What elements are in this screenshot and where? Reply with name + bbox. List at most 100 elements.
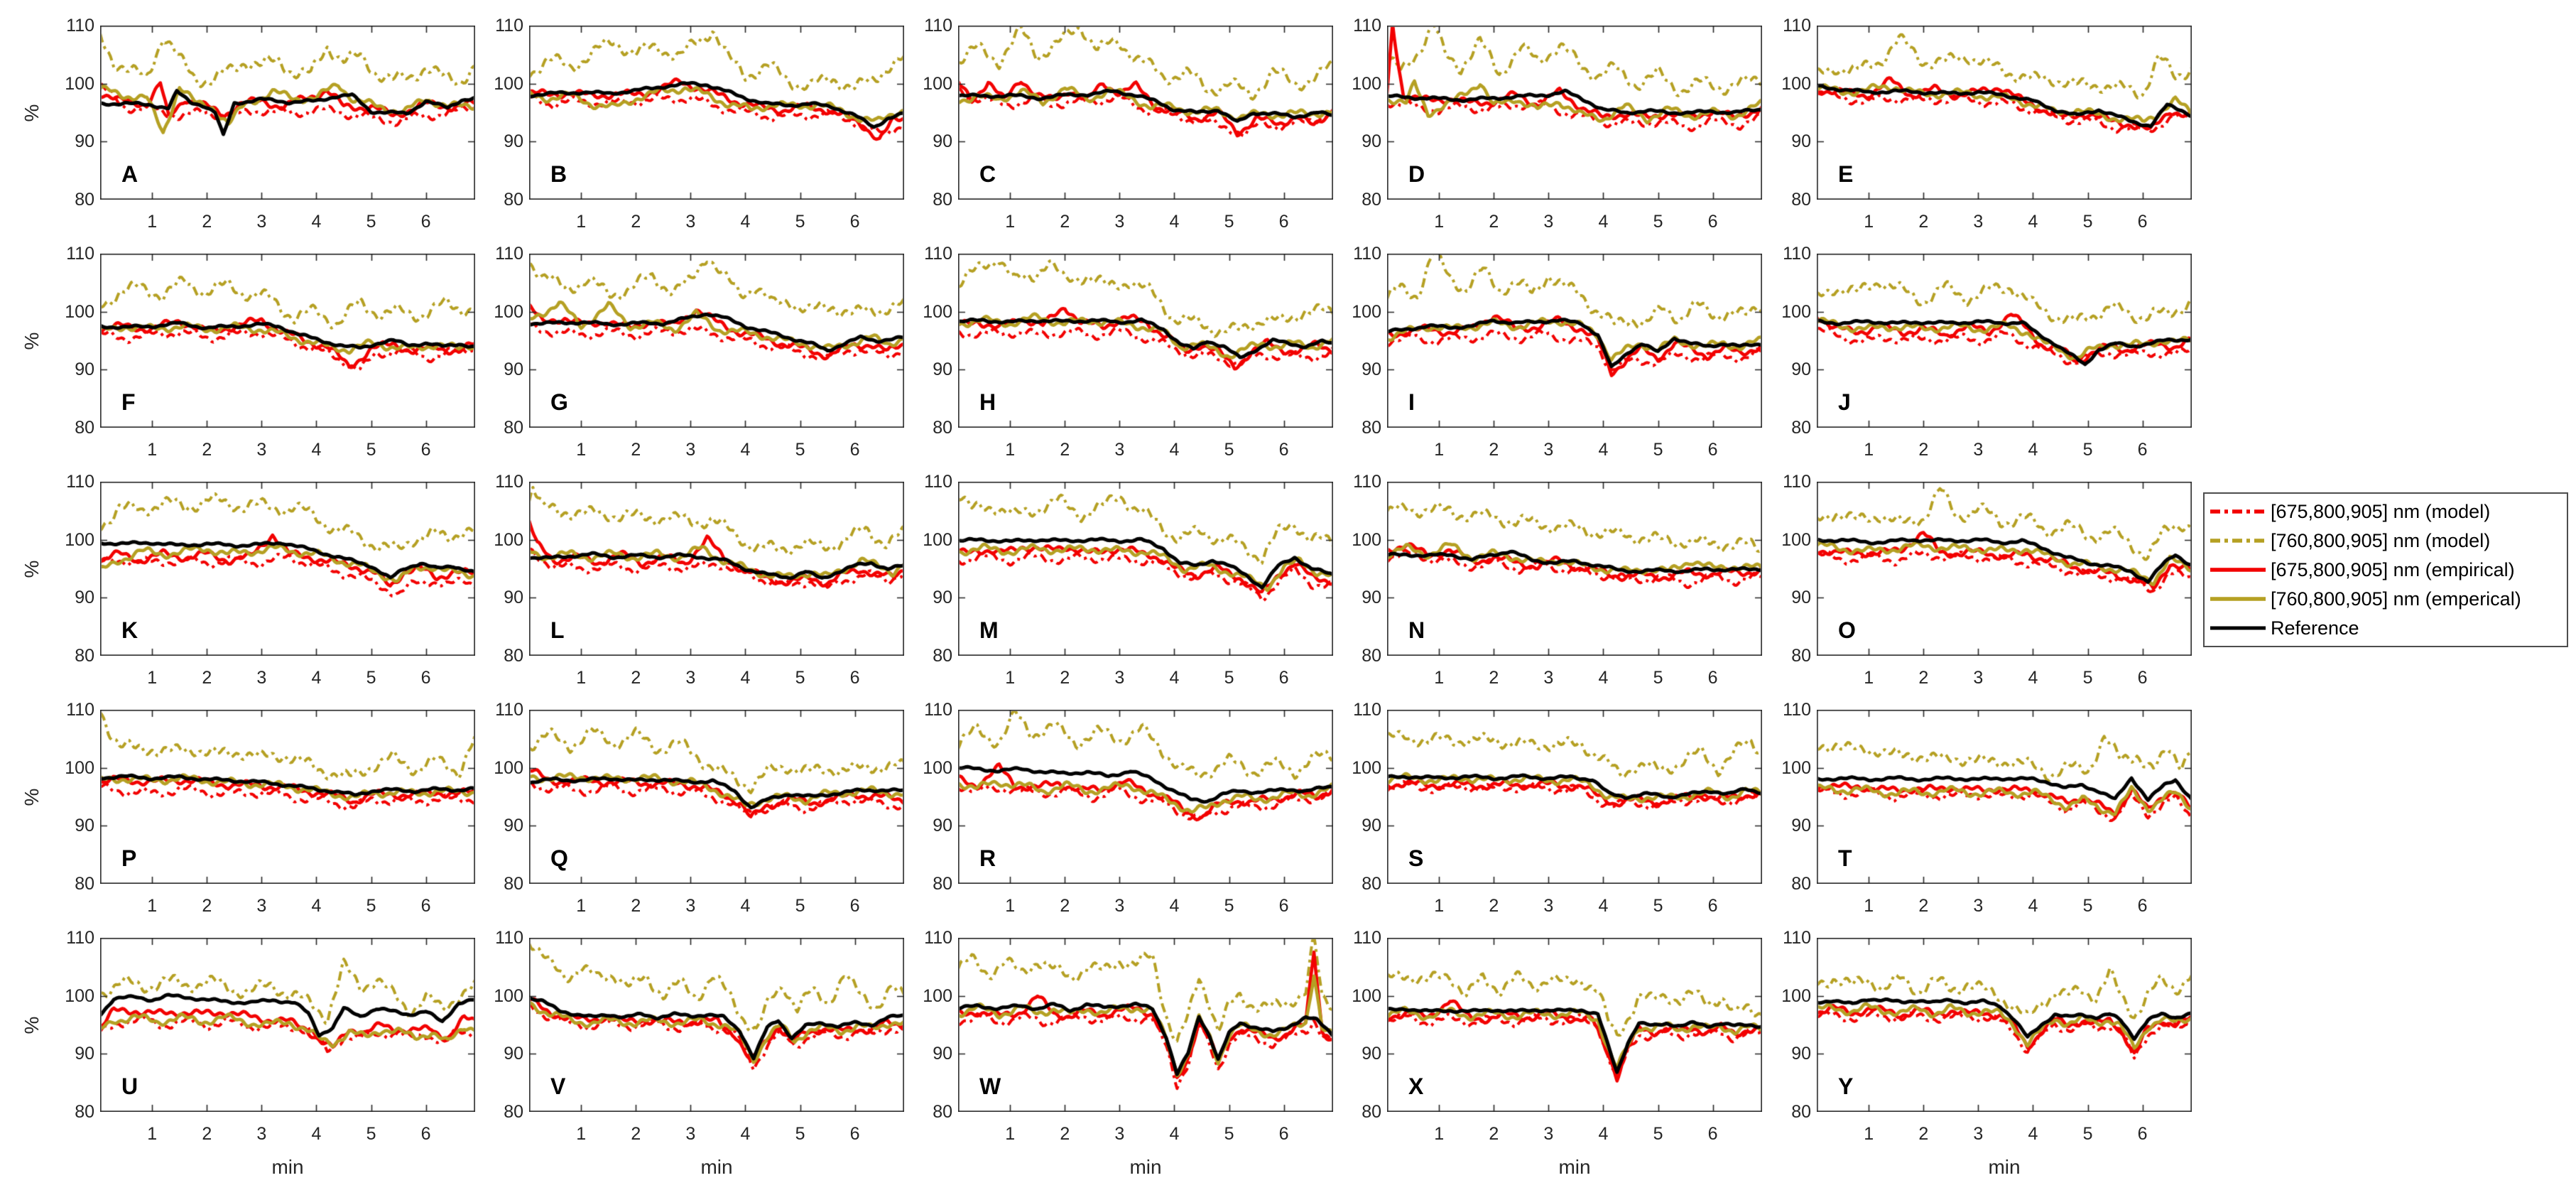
chart-panel-J [1817,254,2192,428]
x-tick-label: 1 [1434,668,1445,688]
chart-panel-G [529,254,904,428]
y-tick-label: 100 [1352,757,1381,778]
x-tick-label: 5 [366,1124,376,1144]
x-tick-label: 5 [2082,1124,2093,1144]
y-axis-label: % [21,788,43,806]
x-axis-label: min [700,1156,733,1178]
x-tick-label: 3 [1114,896,1125,916]
x-tick-label: 2 [1489,440,1499,460]
y-tick-label: 100 [1781,73,1811,94]
chart-panel-Q [529,710,904,884]
x-axis-label: min [271,1156,304,1178]
y-tick-label: 90 [1791,131,1811,152]
legend-label: [760,800,905] nm (emperical) [2271,588,2521,610]
x-tick-label: 1 [1864,1124,1874,1144]
y-tick-label: 110 [495,928,523,948]
y-tick-label: 80 [1791,646,1811,666]
y-tick-label: 90 [1791,359,1811,380]
x-tick-label: 5 [1224,1124,1234,1144]
legend-line-sample-solid [2210,597,2266,601]
panel-letter-F: F [121,389,136,415]
y-tick-label: 100 [494,757,523,778]
x-tick-label: 3 [256,896,267,916]
chart-panel-R [958,710,1333,884]
chart-panel-C [958,26,1333,200]
y-tick-label: 100 [1781,529,1811,550]
y-tick-label: 80 [75,418,94,438]
x-tick-label: 3 [1973,440,1984,460]
y-tick-label: 80 [1362,646,1381,666]
x-tick-label: 2 [631,668,641,688]
x-tick-label: 5 [795,668,805,688]
y-tick-label: 80 [75,646,94,666]
x-tick-label: 4 [1169,1124,1180,1144]
legend: [675,800,905] nm (model) [760,800,905] nm… [2203,492,2568,647]
x-tick-label: 2 [631,1124,641,1144]
y-tick-label: 100 [1352,529,1381,550]
y-tick-label: 110 [1353,928,1381,948]
y-tick-label: 110 [495,16,523,36]
x-tick-label: 4 [311,1124,322,1144]
y-tick-label: 110 [1783,472,1811,492]
panel-letter-R: R [979,845,996,871]
y-axis-label: % [21,560,43,578]
chart-panel-L [529,482,904,656]
x-tick-label: 2 [1489,212,1499,232]
panel-letter-Q: Q [550,845,568,871]
y-tick-label: 80 [1362,418,1381,438]
y-tick-label: 100 [923,73,952,94]
x-tick-label: 2 [1918,440,1929,460]
x-tick-label: 5 [1653,212,1663,232]
x-tick-label: 5 [2082,440,2093,460]
x-tick-label: 2 [631,896,641,916]
y-tick-label: 90 [75,816,94,836]
x-tick-label: 3 [685,668,696,688]
panel-letter-M: M [979,617,999,643]
x-tick-label: 4 [740,668,751,688]
x-tick-label: 1 [1005,1124,1016,1144]
x-tick-label: 4 [311,440,322,460]
y-tick-label: 110 [66,244,94,264]
x-tick-label: 1 [147,440,158,460]
y-tick-label: 80 [75,1102,94,1122]
y-tick-label: 90 [1362,1044,1381,1064]
x-tick-label: 5 [795,896,805,916]
x-tick-label: 5 [1224,896,1234,916]
y-tick-label: 90 [75,1044,94,1064]
x-tick-label: 5 [366,668,376,688]
x-tick-label: 6 [1707,212,1718,232]
panel-letter-N: N [1408,617,1425,643]
y-tick-label: 80 [1791,1102,1811,1122]
x-tick-label: 6 [1278,668,1289,688]
x-tick-label: 1 [1864,668,1874,688]
y-tick-label: 90 [1362,588,1381,608]
x-axis-label: min [1129,1156,1162,1178]
x-tick-label: 6 [2137,1124,2148,1144]
y-tick-label: 100 [65,301,94,322]
chart-panel-Y [1817,938,2192,1112]
x-tick-label: 4 [740,212,751,232]
y-tick-label: 80 [1791,874,1811,894]
y-tick-label: 100 [923,529,952,550]
x-tick-label: 5 [1224,212,1234,232]
y-tick-label: 110 [924,244,952,264]
y-tick-label: 80 [75,190,94,210]
y-tick-label: 80 [504,874,523,894]
x-tick-label: 6 [849,668,860,688]
x-tick-label: 5 [1224,440,1234,460]
x-tick-label: 4 [2028,1124,2038,1144]
x-tick-label: 3 [1973,668,1984,688]
chart-panel-T [1817,710,2192,884]
y-tick-label: 90 [1791,588,1811,608]
y-tick-label: 80 [1791,418,1811,438]
x-tick-label: 2 [1060,212,1070,232]
panel-letter-B: B [550,161,567,187]
x-tick-label: 2 [631,212,641,232]
legend-label: [675,800,905] nm (empirical) [2271,558,2515,580]
x-tick-label: 1 [1005,896,1016,916]
y-tick-label: 80 [1362,190,1381,210]
y-tick-label: 80 [504,190,523,210]
x-tick-label: 6 [1278,440,1289,460]
legend-item-emp675: [675,800,905] nm (empirical) [2210,556,2563,584]
